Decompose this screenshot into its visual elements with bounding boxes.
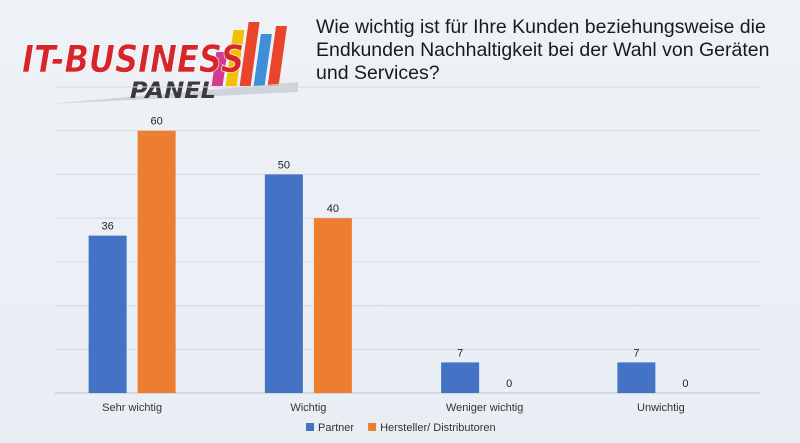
legend: Partner Hersteller/ Distributoren — [306, 422, 496, 434]
bar — [137, 130, 176, 393]
legend-label: Partner — [318, 422, 354, 434]
data-labels: 36 60 50 40 7 0 7 0 — [102, 116, 689, 390]
x-tick-label: Sehr wichtig — [102, 402, 162, 414]
data-label: 7 — [457, 347, 463, 359]
x-tick-label: Unwichtig — [637, 402, 685, 414]
bar — [88, 235, 127, 393]
data-label: 36 — [102, 221, 114, 233]
logo-bar-graphic — [211, 22, 288, 86]
bar — [617, 362, 656, 393]
chart-title: Wie wichtig ist für Ihre Kunden beziehun… — [316, 16, 770, 84]
data-label: 50 — [278, 159, 290, 171]
legend-swatch — [306, 423, 314, 431]
data-label: 0 — [506, 378, 512, 390]
logo-sub-text: PANEL — [130, 79, 216, 104]
x-axis-tick-labels: Sehr wichtig Wichtig Weniger wichtig Unwich… — [102, 402, 685, 414]
data-label: 7 — [633, 347, 639, 359]
legend-swatch — [368, 423, 377, 431]
logo-brand-text: IT-BUSINESS — [22, 38, 244, 81]
data-label: 60 — [151, 116, 163, 128]
data-label: 0 — [682, 378, 688, 390]
bar — [313, 218, 352, 393]
data-label: 40 — [327, 203, 339, 215]
x-tick-label: Wichtig — [290, 402, 326, 414]
bars — [88, 130, 656, 393]
bar — [264, 174, 303, 393]
bar — [441, 362, 480, 393]
x-tick-label: Weniger wichtig — [446, 402, 523, 414]
legend-label: Hersteller/ Distributoren — [380, 422, 496, 434]
